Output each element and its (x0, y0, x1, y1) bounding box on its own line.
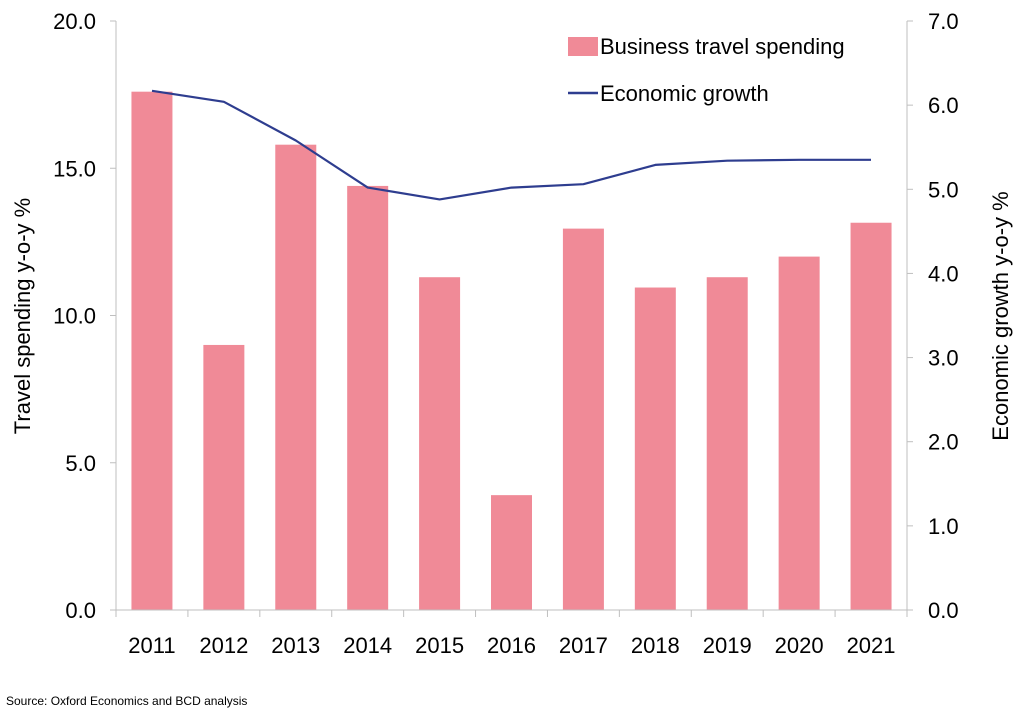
bar-2018 (634, 287, 676, 610)
left-axis-title: Travel spending y-o-y % (10, 198, 35, 434)
x-tick-label-2021: 2021 (847, 633, 896, 658)
bar-2019 (706, 277, 748, 610)
bar-2011 (131, 91, 173, 611)
right-tick-label: 7.0 (928, 9, 959, 34)
x-tick-label-2016: 2016 (487, 633, 536, 658)
bar-2020 (778, 256, 820, 610)
x-tick-label-2013: 2013 (271, 633, 320, 658)
right-tick-label: 2.0 (928, 430, 959, 455)
bar-2013 (275, 144, 317, 610)
left-tick-label: 20.0 (53, 9, 96, 34)
left-tick-label: 10.0 (53, 304, 96, 329)
legend: Business travel spending Economic growth (568, 34, 845, 106)
bar-2015 (419, 277, 461, 610)
legend-label-line: Economic growth (600, 81, 769, 106)
left-tick-label: 5.0 (65, 451, 96, 476)
x-tick-label-2020: 2020 (775, 633, 824, 658)
right-tick-label: 6.0 (928, 93, 959, 118)
x-tick-label-2012: 2012 (199, 633, 248, 658)
bar-2021 (850, 222, 892, 611)
right-axis-title: Economic growth y-o-y % (988, 191, 1013, 440)
right-tick-label: 4.0 (928, 261, 959, 286)
x-tick-label-2017: 2017 (559, 633, 608, 658)
left-tick-label: 0.0 (65, 598, 96, 623)
bar-series (131, 91, 892, 611)
economic-growth-line (151, 89, 871, 201)
right-tick-label: 1.0 (928, 514, 959, 539)
legend-swatch-bar (568, 37, 598, 56)
right-tick-label: 5.0 (928, 177, 959, 202)
bar-2012 (203, 344, 245, 610)
bar-2016 (491, 495, 532, 610)
x-tick-label-2014: 2014 (343, 633, 392, 658)
left-tick-label: 15.0 (53, 156, 96, 181)
x-tick-label-2015: 2015 (415, 633, 464, 658)
bar-2017 (562, 228, 604, 610)
line-series (151, 89, 872, 201)
right-tick-label: 3.0 (928, 346, 959, 371)
right-tick-label: 0.0 (928, 598, 959, 623)
x-tick-label-2011: 2011 (128, 633, 175, 658)
axes: 0.0 5.0 10.0 15.0 20.0 0.0 1.0 2.0 3.0 4.0 5.0 6.0 7… (10, 9, 1013, 658)
x-tick-label-2019: 2019 (703, 633, 752, 658)
x-tick-label-2018: 2018 (631, 633, 680, 658)
source-note: Source: Oxford Economics and BCD analysi… (6, 694, 248, 708)
legend-label-bar: Business travel spending (600, 34, 845, 59)
bar-2014 (347, 185, 389, 611)
